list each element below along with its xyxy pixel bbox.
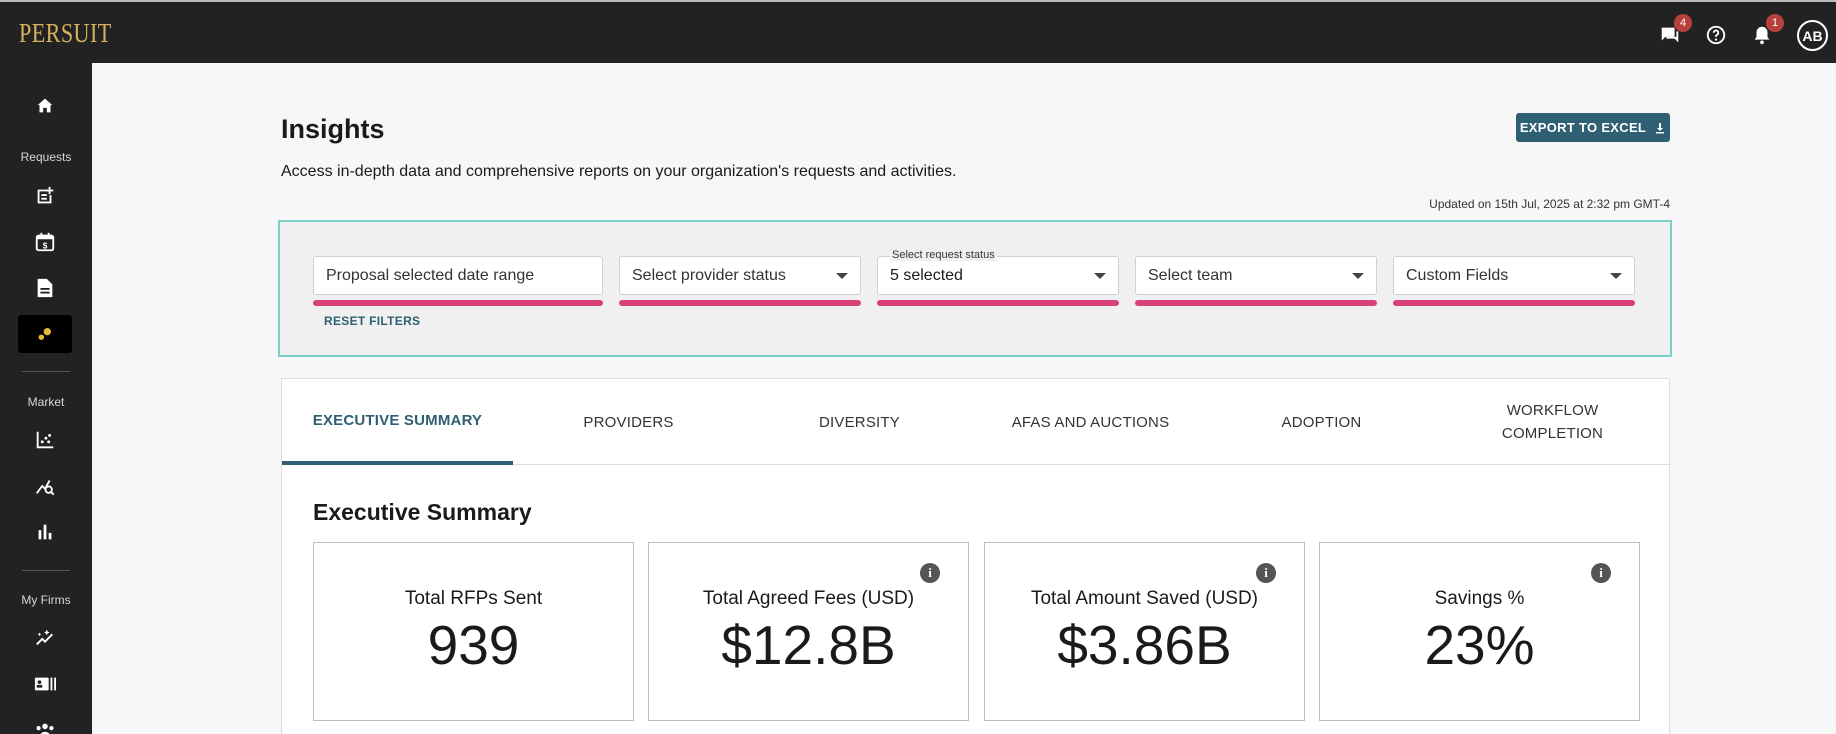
stat-card-total-amount-saved: i Total Amount Saved (USD) $3.86B [984, 542, 1305, 721]
filter-highlight [1135, 300, 1377, 306]
help-icon[interactable] [1703, 22, 1729, 48]
home-icon[interactable] [18, 87, 72, 125]
messages-icon[interactable]: 4 [1657, 14, 1692, 48]
stat-label: Total Amount Saved (USD) [1030, 588, 1259, 609]
sidebar-divider [22, 371, 70, 372]
team-placeholder: Select team [1148, 266, 1233, 284]
stat-card-total-agreed-fees: i Total Agreed Fees (USD) $12.8B [648, 542, 969, 721]
tab-afas-and-auctions[interactable]: AFAS AND AUCTIONS [1011, 413, 1170, 431]
info-icon[interactable]: i [920, 563, 940, 583]
market-chart-icon[interactable] [18, 421, 72, 459]
section-title: Executive Summary [313, 499, 532, 525]
filter-highlight [313, 300, 603, 306]
new-request-icon[interactable] [18, 177, 72, 215]
team-icon[interactable] [18, 711, 72, 734]
request-status-value: 5 selected [890, 266, 963, 284]
page-title: Insights [281, 114, 385, 144]
stat-label: Savings % [1434, 588, 1525, 609]
stat-value: 939 [427, 614, 520, 676]
export-to-excel-button[interactable]: EXPORT TO EXCEL [1516, 113, 1670, 142]
filter-highlight [619, 300, 861, 306]
stat-value: $3.86B [1057, 614, 1232, 676]
date-range-filter[interactable]: Proposal selected date range [313, 256, 603, 295]
stat-card-total-rfps: Total RFPs Sent 939 [313, 542, 634, 721]
filter-highlight [877, 300, 1119, 306]
tab-adoption[interactable]: ADOPTION [1281, 413, 1362, 431]
market-search-icon[interactable] [18, 467, 72, 505]
request-status-label: Select request status [890, 249, 997, 261]
fee-calendar-icon[interactable]: $ [18, 223, 72, 261]
sidebar-section-requests: Requests [20, 150, 72, 164]
sidebar-section-market: Market [27, 395, 65, 409]
tab-diversity[interactable]: DIVERSITY [819, 413, 900, 431]
filter-panel: Proposal selected date range Select prov… [278, 220, 1672, 357]
team-select[interactable]: Select team [1135, 256, 1377, 295]
sidebar-section-my-firms: My Firms [21, 593, 71, 607]
document-icon[interactable] [18, 269, 72, 307]
download-icon [1656, 122, 1665, 133]
chevron-down-icon [1352, 272, 1364, 279]
top-bar: PERSUIT 4 1 AB [0, 0, 1836, 63]
chevron-down-icon [836, 272, 848, 279]
page-description: Access in-depth data and comprehensive r… [281, 163, 957, 180]
chevron-down-icon [1610, 272, 1622, 279]
last-updated-text: Updated on 15th Jul, 2025 at 2:32 pm GMT… [1429, 197, 1670, 211]
date-range-placeholder: Proposal selected date range [326, 266, 535, 284]
stat-label: Total Agreed Fees (USD) [702, 588, 915, 609]
bar-chart-icon[interactable] [18, 513, 72, 551]
sidebar: Requests $ Market My Firms [0, 63, 92, 734]
stat-value: $12.8B [721, 614, 896, 676]
firm-directory-icon[interactable] [18, 665, 72, 703]
request-status-select[interactable]: Select request status 5 selected [877, 249, 1119, 295]
logo[interactable]: PERSUIT [19, 18, 112, 48]
info-icon[interactable]: i [1591, 563, 1611, 583]
tab-providers[interactable]: PROVIDERS [583, 413, 674, 431]
tab-executive-summary[interactable]: EXECUTIVE SUMMARY [282, 379, 513, 465]
provider-status-placeholder: Select provider status [632, 266, 786, 284]
tab-workflow-completion[interactable]: WORKFLOW COMPLETION [1501, 402, 1604, 442]
custom-fields-select[interactable]: Custom Fields [1393, 256, 1635, 295]
notifications-badge: 1 [1766, 14, 1784, 32]
info-icon[interactable]: i [1256, 563, 1276, 583]
chevron-down-icon [1094, 272, 1106, 279]
insights-icon[interactable] [18, 315, 72, 353]
insights-content: EXECUTIVE SUMMARY PROVIDERS DIVERSITY AF… [281, 378, 1671, 734]
stat-value: 23% [1424, 614, 1535, 676]
sidebar-divider [22, 570, 70, 571]
export-button-label: EXPORT TO EXCEL [1519, 120, 1647, 135]
tab-bar: EXECUTIVE SUMMARY PROVIDERS DIVERSITY AF… [282, 379, 1671, 465]
reset-filters-link[interactable]: RESET FILTERS [324, 314, 421, 328]
notifications-icon[interactable]: 1 [1749, 14, 1784, 48]
custom-fields-placeholder: Custom Fields [1406, 266, 1509, 284]
stat-label: Total RFPs Sent [404, 588, 543, 609]
avatar[interactable]: AB [1797, 20, 1828, 51]
messages-badge: 4 [1674, 14, 1692, 32]
filter-highlight [1393, 300, 1635, 306]
svg-text:$: $ [43, 241, 48, 250]
stat-card-savings-percent: i Savings % 23% [1319, 542, 1640, 721]
sparkle-chart-icon[interactable] [18, 619, 72, 657]
provider-status-select[interactable]: Select provider status [619, 256, 861, 295]
